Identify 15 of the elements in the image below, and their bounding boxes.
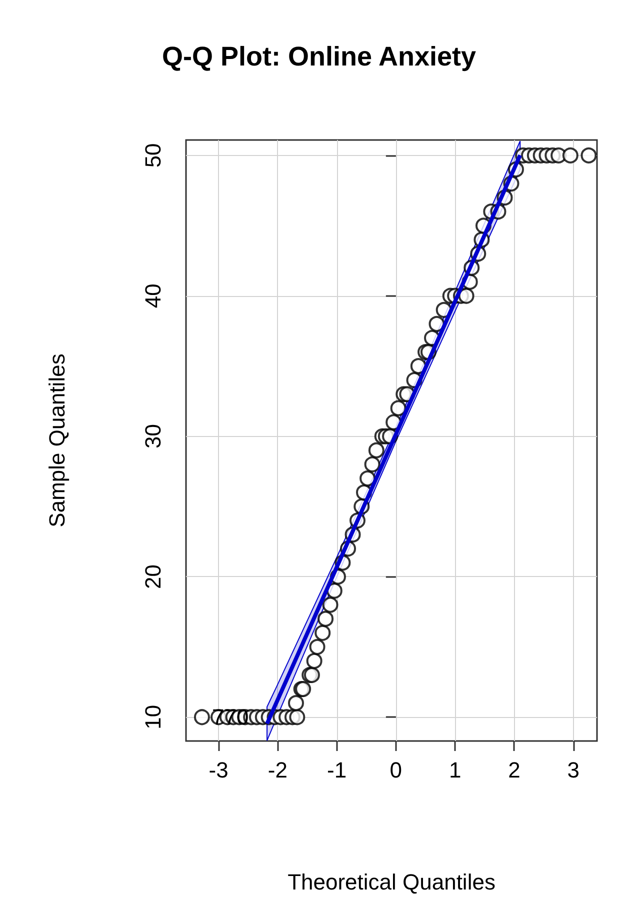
x-tick-label: 0 xyxy=(390,758,402,782)
y-axis-title: Sample Quantiles xyxy=(44,354,70,528)
x-tick-label: 1 xyxy=(448,758,462,782)
y-tick-label: 40 xyxy=(140,284,166,308)
x-tick-label: 3 xyxy=(567,758,580,782)
x-axis-title: Theoretical Quantiles xyxy=(288,870,496,894)
x-tick-label: 2 xyxy=(508,758,520,782)
y-tick-label: 20 xyxy=(140,564,166,589)
chart-title: Q-Q Plot: Online Anxiety xyxy=(162,42,476,72)
y-tick-label: 30 xyxy=(140,424,166,449)
x-tick-label: -1 xyxy=(327,758,347,782)
x-tick-label: -2 xyxy=(268,758,288,782)
x-tick-label: -3 xyxy=(208,758,228,782)
y-tick-label: 50 xyxy=(140,143,166,168)
y-tick-label: 10 xyxy=(140,704,166,730)
